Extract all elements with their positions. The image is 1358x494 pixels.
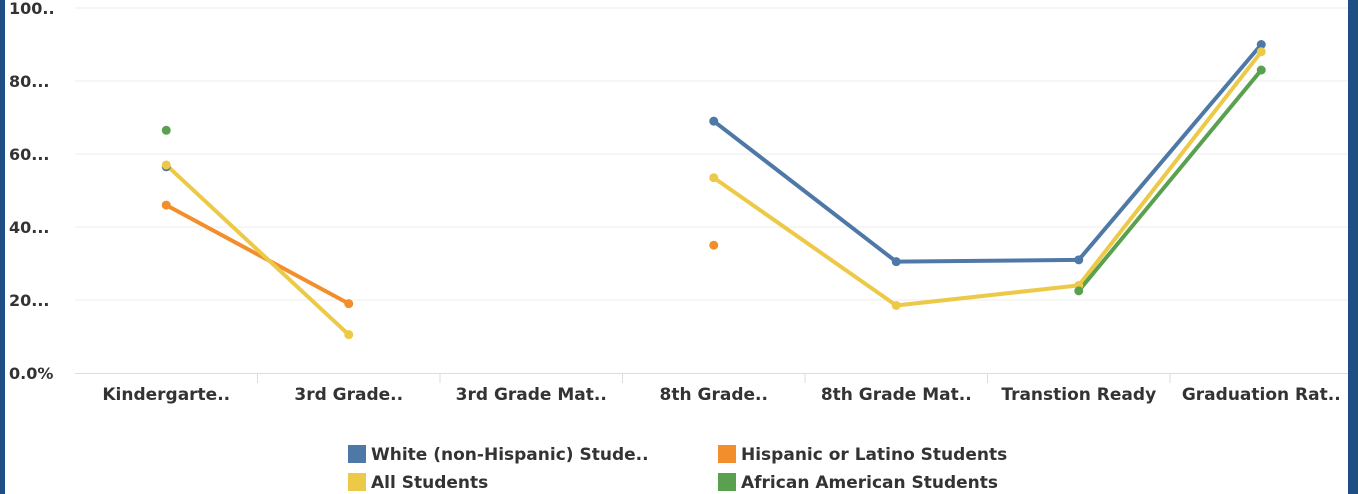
data-point[interactable] [161, 200, 171, 210]
series-line-segment [894, 283, 1081, 308]
x-tick-label: 8th Grade Mat.. [821, 385, 972, 405]
series-line-segment [894, 257, 1081, 264]
data-point[interactable] [1256, 47, 1266, 57]
data-point[interactable] [1074, 255, 1084, 265]
legend-swatch [718, 473, 736, 491]
legend-swatch [718, 445, 736, 463]
y-tick-label: 0.0% [9, 364, 53, 383]
y-tick-label: 80... [9, 72, 50, 91]
series-line-segment [164, 162, 351, 337]
data-point[interactable] [891, 257, 901, 267]
series-line-segment [1076, 42, 1264, 262]
data-point[interactable] [891, 300, 901, 310]
data-point[interactable] [1074, 286, 1084, 296]
data-point[interactable] [1256, 40, 1266, 49]
data-point[interactable] [344, 330, 354, 340]
series-line-segment [711, 119, 899, 264]
legend-label: White (non-Hispanic) Stude.. [371, 445, 649, 465]
x-tick-label: 3rd Grade Mat.. [456, 385, 607, 405]
x-tick-label: 3rd Grade.. [294, 385, 403, 405]
series-line-segment [1076, 68, 1264, 293]
data-point[interactable] [709, 240, 719, 250]
series-line-segment [164, 203, 351, 306]
x-tick-label: 8th Grade.. [660, 385, 768, 405]
x-tick-label: Kindergarte.. [102, 385, 230, 405]
legend-label: All Students [371, 473, 488, 493]
data-point[interactable] [344, 299, 354, 309]
series-line-segment [1076, 49, 1264, 288]
data-point[interactable] [161, 160, 171, 170]
legend-swatch [348, 473, 366, 491]
data-point[interactable] [709, 116, 719, 126]
y-tick-label: 20... [9, 291, 50, 310]
series-line-segment [711, 175, 899, 308]
chart-frame: 0.0% 20... 40... 60... 80... 100.. Kindergarte… [5, 0, 1348, 494]
x-tick-label: Transtion Ready [1001, 385, 1156, 405]
legend-label: African American Students [741, 473, 998, 493]
legend-label: Hispanic or Latino Students [741, 445, 1007, 465]
y-tick-label: 40... [9, 218, 50, 237]
x-tick-label: Graduation Rat.. [1182, 385, 1341, 405]
y-tick-label: 100.. [9, 0, 55, 18]
line-chart: 0.0% 20... 40... 60... 80... 100.. Kindergarte… [9, 0, 1348, 493]
legend-swatch [348, 445, 366, 463]
data-point[interactable] [709, 173, 719, 183]
y-tick-label: 60... [9, 145, 50, 164]
data-point[interactable] [1256, 65, 1266, 75]
data-point[interactable] [161, 125, 171, 135]
